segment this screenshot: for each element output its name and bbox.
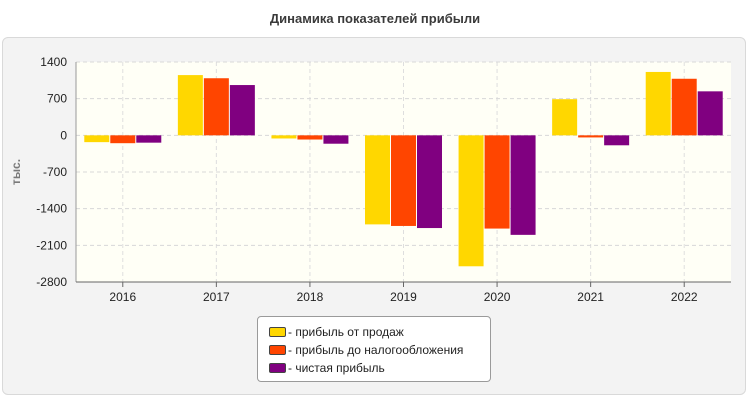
bar-series-1 [271, 135, 297, 139]
bar-series-1 [552, 99, 578, 136]
bar-series-3 [229, 85, 255, 136]
legend-item-pretax-profit: - прибыль до налогообложения [269, 341, 490, 359]
bar-series-2 [391, 135, 416, 226]
bar-series-1 [645, 71, 671, 136]
chart-title: Динамика показателей прибыли [269, 11, 481, 26]
legend-swatch-sales-profit [269, 327, 286, 337]
legend-label-sales-profit: - прибыль от продаж [288, 325, 404, 339]
legend-label-pretax-profit: - прибыль до налогообложения [288, 343, 464, 357]
x-tick-label: 2022 [671, 290, 698, 304]
bar-series-2 [484, 135, 510, 229]
y-tick-label: -2100 [36, 238, 67, 252]
y-tick-label: 700 [47, 92, 67, 106]
legend-swatch-pretax-profit [269, 345, 286, 355]
bar-series-1 [458, 135, 484, 267]
x-tick-label: 2017 [203, 290, 230, 304]
x-tick-label: 2020 [484, 290, 511, 304]
x-tick-label: 2016 [109, 290, 136, 304]
bar-series-1 [84, 135, 110, 143]
y-tick-label: 1400 [40, 55, 67, 69]
bar-series-3 [136, 135, 162, 143]
bar-series-3 [510, 135, 536, 235]
bar-series-3 [604, 135, 630, 146]
bar-series-2 [297, 135, 323, 140]
bar-series-3 [697, 91, 723, 136]
bar-series-2 [203, 78, 229, 136]
bar-series-2 [671, 78, 697, 136]
legend-label-net-profit: - чистая прибыль [288, 361, 385, 375]
y-axis-label: тыс. [9, 159, 23, 185]
y-tick-label: -700 [43, 165, 67, 179]
y-tick-label: -2800 [36, 275, 67, 289]
legend-item-net-profit: - чистая прибыль [269, 359, 490, 377]
bar-series-3 [417, 135, 442, 229]
bar-series-1 [365, 135, 390, 225]
legend-swatch-net-profit [269, 363, 286, 373]
y-tick-label: -1400 [36, 202, 67, 216]
bar-series-2 [110, 135, 136, 144]
bar-series-1 [177, 75, 203, 136]
legend-item-sales-profit: - прибыль от продаж [269, 323, 490, 341]
bar-series-3 [323, 135, 349, 144]
x-tick-label: 2021 [577, 290, 604, 304]
bar-series-2 [578, 135, 604, 138]
y-tick-label: 0 [60, 128, 67, 142]
x-tick-label: 2019 [390, 290, 417, 304]
legend: - прибыль от продаж - прибыль до налогоо… [257, 316, 491, 382]
x-tick-label: 2018 [297, 290, 324, 304]
